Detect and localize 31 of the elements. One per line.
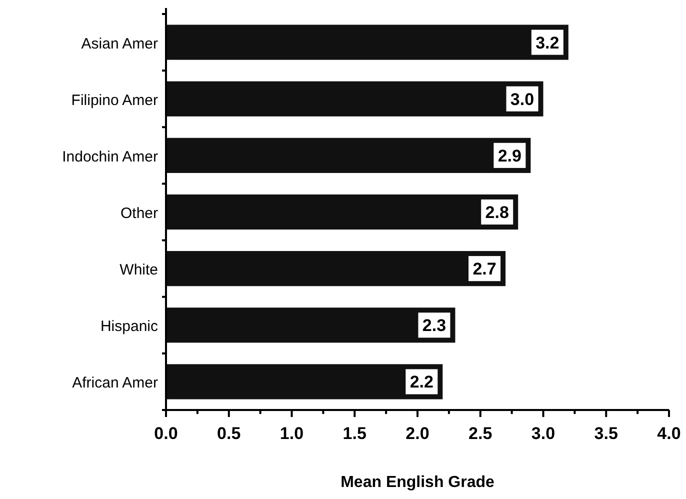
x-tick-label: 3.0	[531, 424, 556, 443]
bar	[166, 194, 518, 230]
bar	[166, 251, 506, 286]
bar	[166, 308, 456, 343]
data-label: 2.9	[498, 146, 522, 166]
x-tick-label: 0.5	[217, 424, 241, 443]
bar	[166, 24, 568, 60]
x-tick-label: 3.5	[594, 424, 618, 443]
y-tick-label: Filipino Amer	[71, 92, 158, 109]
data-label: 3.0	[510, 90, 534, 109]
y-tick-label: African Amer	[72, 374, 158, 392]
x-tick-label: 0.0	[154, 424, 178, 443]
y-tick-label: Other	[120, 205, 158, 222]
x-tick-label: 4.0	[657, 424, 681, 443]
x-tick-label: 2.0	[406, 424, 430, 443]
bar	[166, 81, 544, 116]
data-label: 2.2	[410, 372, 434, 392]
data-label: 2.3	[422, 316, 446, 336]
y-tick-label: Indochin Amer	[62, 148, 158, 166]
x-tick-label: 2.5	[468, 424, 492, 443]
data-label: 3.2	[536, 33, 560, 52]
x-tick-label: 1.5	[342, 424, 366, 443]
bar	[166, 138, 531, 173]
data-label: 2.7	[472, 260, 496, 279]
data-label: 2.8	[485, 203, 509, 222]
bar	[166, 364, 443, 400]
x-axis-title: Mean English Grade	[340, 474, 495, 491]
y-tick-label: Asian Amer	[81, 35, 158, 52]
x-tick-label: 1.0	[280, 424, 304, 443]
y-tick-label: Hispanic	[100, 318, 158, 336]
y-tick-label: White	[120, 262, 158, 279]
